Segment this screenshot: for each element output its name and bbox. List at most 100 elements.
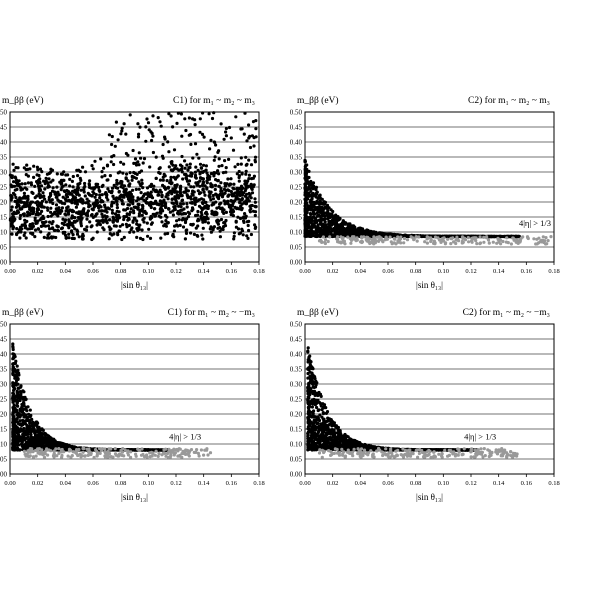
data-point (172, 205, 176, 209)
data-point (234, 219, 238, 223)
data-point (250, 191, 255, 195)
data-point (185, 205, 189, 209)
data-point (122, 184, 127, 188)
data-point (149, 190, 153, 194)
data-point (71, 236, 75, 240)
data-point (314, 201, 318, 205)
data-point (128, 182, 132, 186)
data-point (449, 237, 454, 241)
data-point (70, 229, 74, 233)
scatter-points (11, 342, 213, 460)
data-point (61, 178, 65, 182)
data-point (209, 198, 213, 202)
data-point (167, 207, 171, 211)
data-point (11, 373, 15, 377)
data-point (306, 204, 310, 208)
data-point (99, 157, 103, 161)
data-point (166, 231, 170, 236)
data-point (160, 195, 164, 199)
data-point (208, 192, 212, 196)
data-point (314, 188, 318, 192)
data-point (351, 225, 355, 229)
data-point (501, 239, 505, 244)
data-point (197, 156, 201, 160)
data-point (211, 193, 215, 198)
data-point (516, 234, 520, 239)
data-point (98, 204, 102, 208)
data-point (184, 219, 188, 223)
data-point (54, 203, 59, 207)
data-point (144, 199, 148, 203)
data-point (80, 237, 85, 241)
data-point (311, 215, 315, 219)
data-point (253, 223, 257, 227)
data-point (167, 191, 171, 195)
data-point (487, 241, 491, 245)
data-point (303, 158, 307, 162)
data-point (24, 436, 28, 440)
data-point (122, 122, 126, 126)
x-tick-label: 0.06 (87, 268, 99, 275)
data-point (90, 164, 94, 168)
data-point (114, 120, 118, 124)
data-point (99, 200, 103, 204)
x-tick-label: 0.14 (198, 480, 210, 487)
data-point (196, 219, 200, 223)
data-point (212, 158, 216, 162)
data-point (118, 229, 122, 233)
data-point (229, 190, 233, 194)
data-point (146, 234, 150, 238)
data-point (38, 167, 43, 171)
data-point (144, 125, 148, 129)
data-point (137, 214, 141, 218)
data-point (330, 223, 334, 227)
data-point (12, 180, 16, 184)
data-point (352, 235, 356, 239)
data-point (183, 237, 187, 241)
data-point (170, 181, 174, 185)
data-point (181, 202, 185, 206)
data-point (186, 215, 191, 219)
data-point (60, 172, 64, 176)
data-point (98, 189, 102, 193)
data-point (342, 220, 346, 224)
data-point (105, 221, 109, 225)
data-point (23, 194, 27, 198)
data-point (142, 220, 146, 224)
data-point (128, 210, 132, 214)
data-point (429, 238, 433, 243)
data-point (110, 211, 115, 215)
data-point (181, 225, 186, 229)
data-point (188, 165, 192, 170)
data-point (113, 144, 117, 148)
y-tick-label: 0.30 (0, 381, 8, 389)
data-point (62, 223, 66, 227)
data-point (189, 171, 193, 175)
data-point (115, 178, 119, 183)
data-point (24, 236, 28, 240)
data-point (60, 206, 64, 210)
data-point (88, 220, 92, 224)
data-point (57, 206, 61, 210)
data-point (32, 442, 36, 446)
data-point (189, 195, 193, 199)
data-point (137, 202, 141, 207)
data-point (159, 236, 163, 240)
y-tick-label: 0.20 (290, 199, 303, 207)
data-point (107, 237, 111, 241)
data-point (238, 216, 243, 221)
data-point (409, 235, 413, 239)
data-point (180, 170, 184, 174)
data-point (185, 202, 189, 206)
data-point (305, 167, 309, 172)
data-point (203, 218, 207, 222)
data-point (341, 230, 346, 234)
data-point (232, 187, 236, 191)
data-point (77, 193, 81, 197)
data-point (131, 148, 135, 153)
data-point (55, 185, 59, 189)
data-point (103, 214, 107, 218)
data-point (119, 132, 123, 136)
data-point (152, 201, 156, 206)
data-point (64, 173, 68, 177)
